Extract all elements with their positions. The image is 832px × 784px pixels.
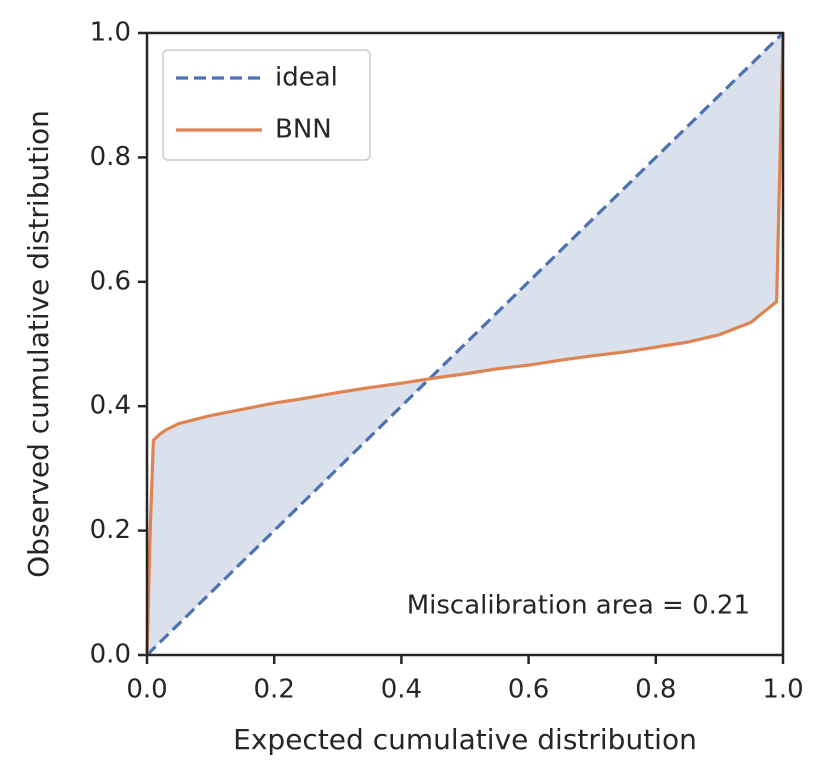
x-tick-label: 0.8 (635, 675, 676, 705)
x-tick-label: 0.0 (126, 675, 167, 705)
legend-label: BNN (275, 115, 332, 145)
y-tick-label: 0.6 (90, 266, 131, 296)
plot-frame (145, 31, 785, 657)
x-tick-label: 0.2 (254, 675, 295, 705)
y-tick-label: 0.0 (90, 640, 131, 670)
x-tick-label: 0.4 (381, 675, 422, 705)
legend-label: ideal (275, 63, 338, 93)
line (145, 31, 785, 657)
legend-box (162, 49, 371, 161)
annotation: Miscalibration area = 0.21 (407, 591, 750, 621)
y-tick-label: 1.0 (90, 18, 131, 48)
y-tick-label: 0.8 (90, 142, 131, 172)
x-tick-label: 1.0 (762, 675, 803, 705)
y-tick-label: 0.4 (90, 391, 131, 421)
x-axis-label: Expected cumulative distribution (233, 723, 697, 756)
x-tick-label: 0.6 (508, 675, 549, 705)
y-tick-label: 0.2 (90, 515, 131, 545)
line (145, 32, 785, 656)
y-axis-label: Observed cumulative distribution (22, 110, 55, 578)
